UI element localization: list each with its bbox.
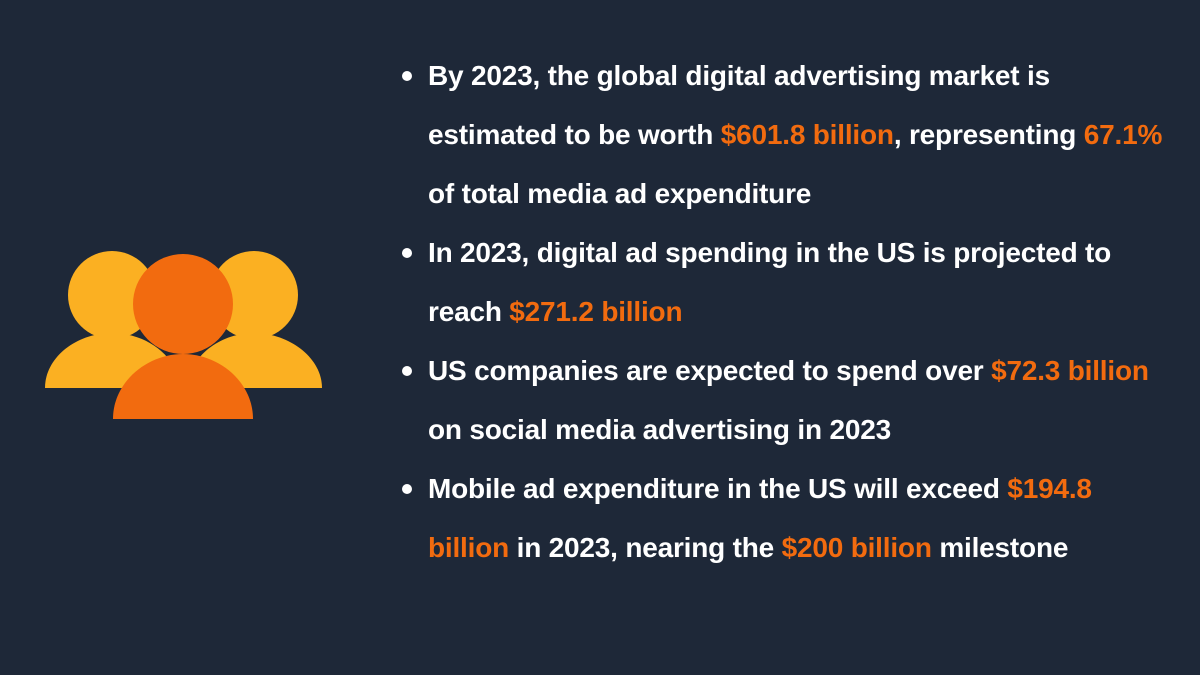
- bullet-text: Mobile ad expenditure in the US will exc…: [428, 473, 1008, 504]
- highlighted-stat: $200 billion: [781, 532, 932, 563]
- bullet-text: in 2023, nearing the: [509, 532, 782, 563]
- highlighted-stat: 67.1%: [1083, 119, 1163, 150]
- bullet-text: , representing: [893, 119, 1084, 150]
- bullet-item: By 2023, the global digital advertising …: [398, 46, 1178, 223]
- bullet-text: milestone: [931, 532, 1069, 563]
- bullet-item: Mobile ad expenditure in the US will exc…: [398, 459, 1178, 577]
- highlighted-stat: $271.2 billion: [509, 296, 683, 327]
- highlighted-stat: $194.8 billion: [428, 473, 1092, 563]
- bullet-text: By 2023, the global digital advertising …: [428, 60, 1050, 150]
- highlighted-stat: $601.8 billion: [720, 119, 894, 150]
- stats-bullet-list: By 2023, the global digital advertising …: [398, 46, 1178, 577]
- bullet-item: US companies are expected to spend over …: [398, 341, 1178, 459]
- people-group-icon: [40, 245, 330, 425]
- bullet-dot-icon: [402, 484, 412, 494]
- bullet-item: In 2023, digital ad spending in the US i…: [398, 223, 1178, 341]
- bullet-dot-icon: [402, 248, 412, 258]
- highlighted-stat: $72.3 billion: [991, 355, 1149, 386]
- bullet-text: on social media advertising in 2023: [428, 414, 891, 445]
- bullet-text: US companies are expected to spend over: [428, 355, 992, 386]
- bullet-text: of total media ad expenditure: [428, 178, 812, 209]
- bullet-dot-icon: [402, 366, 412, 376]
- bullet-dot-icon: [402, 71, 412, 81]
- bullet-text: In 2023, digital ad spending in the US i…: [428, 237, 1112, 327]
- center-person-icon: [113, 254, 253, 419]
